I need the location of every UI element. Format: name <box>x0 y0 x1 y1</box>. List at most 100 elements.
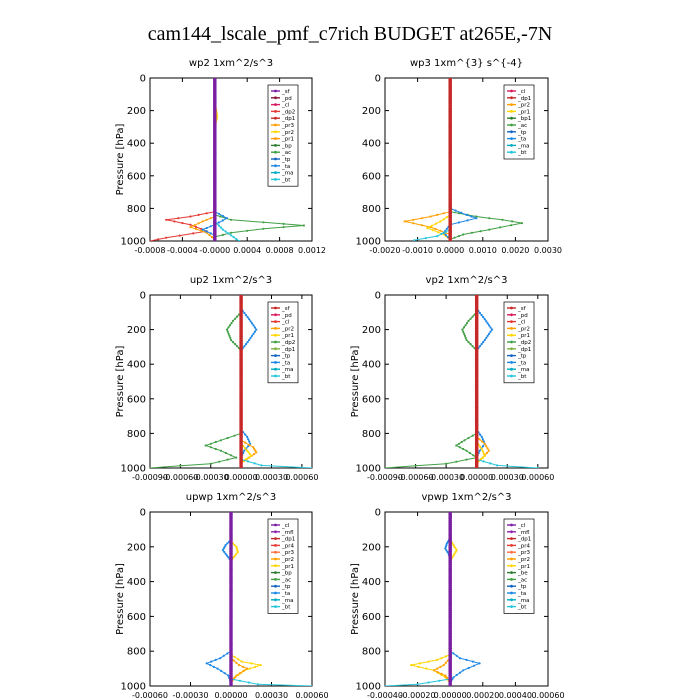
data-point <box>464 324 467 327</box>
data-point <box>229 338 233 342</box>
legend-label: _pr4 <box>517 543 531 549</box>
data-point <box>489 462 492 465</box>
data-point <box>460 211 463 214</box>
data-point <box>457 212 460 215</box>
data-point <box>246 435 249 438</box>
data-point <box>211 236 214 239</box>
legend-label: _mfl <box>517 530 530 536</box>
data-point <box>282 226 285 229</box>
legend-label: _bt <box>517 374 527 380</box>
legend-marker <box>274 530 277 534</box>
legend-label: _pr1 <box>517 109 530 115</box>
legend-marker <box>274 537 277 540</box>
data-point <box>193 224 196 227</box>
data-point <box>460 440 463 444</box>
legend-label: _ta <box>281 360 290 366</box>
data-point <box>246 449 249 452</box>
data-point <box>501 218 504 221</box>
legend-marker <box>274 544 277 547</box>
data-point <box>204 444 207 447</box>
data-point <box>209 664 212 667</box>
chart-panel-5: vpwp 1xm^2/s^3 Pressure [hPa] 0 200 400 600 80… <box>350 492 565 700</box>
data-point <box>209 225 212 228</box>
data-point <box>445 227 448 230</box>
data-point <box>455 444 458 447</box>
data-point <box>227 556 230 559</box>
data-point <box>253 330 256 333</box>
data-point <box>197 222 200 225</box>
x-tick-label: 0.00030 <box>255 691 288 700</box>
legend-marker <box>274 374 277 378</box>
legend-label: _ta <box>281 591 290 597</box>
x-tick-label: -0.00040 <box>367 691 403 700</box>
data-point <box>214 658 217 662</box>
legend-label: _pr3 <box>517 550 531 556</box>
legend-marker <box>274 523 277 527</box>
legend-marker <box>510 96 513 100</box>
data-point <box>234 343 237 346</box>
data-point <box>233 434 236 437</box>
legend-marker <box>274 564 277 568</box>
data-point <box>474 466 479 468</box>
x-tick-label: -0.00090 <box>132 473 168 482</box>
legend-label: _tp <box>517 584 527 590</box>
data-point <box>478 345 481 348</box>
data-point <box>445 544 448 547</box>
data-point <box>463 439 466 442</box>
data-point <box>445 542 448 545</box>
data-point <box>464 336 467 339</box>
data-point <box>194 225 197 228</box>
data-point <box>444 661 447 664</box>
legend-marker <box>274 89 277 93</box>
legend-marker <box>510 110 513 113</box>
data-point <box>233 544 236 547</box>
y-tick-label: 1000 <box>121 464 146 475</box>
data-point <box>238 672 242 675</box>
data-point <box>429 215 432 218</box>
x-tick-label: 0.0004 <box>233 246 261 255</box>
data-point <box>466 219 469 222</box>
x-tick-label: 0.0000 <box>436 246 464 255</box>
data-point <box>248 440 251 443</box>
data-point <box>178 234 181 237</box>
legend-marker <box>510 130 513 134</box>
data-point <box>243 345 246 348</box>
data-point <box>414 464 417 467</box>
data-point <box>471 660 475 663</box>
x-tick-label: 0.00000 <box>434 691 467 700</box>
legend-marker <box>510 571 513 574</box>
legend-marker <box>510 340 513 344</box>
legend-label: _tp <box>281 157 291 163</box>
legend-label: _pr2 <box>281 130 294 136</box>
legend-marker <box>274 157 277 161</box>
data-point <box>439 220 442 223</box>
data-point <box>248 667 251 670</box>
legend-label: _bt <box>517 150 527 156</box>
series-group <box>385 512 482 686</box>
legend: _cl_dp1_pr2_pr1_bp1_ac_tp_ta_ma_bt <box>503 84 535 160</box>
x-tick-label: -0.0000 <box>199 246 230 255</box>
data-point <box>413 239 416 241</box>
y-tick-label: 200 <box>362 325 381 336</box>
y-tick-label: 400 <box>127 360 146 371</box>
panel-title: up2 1xm^2/s^3 <box>190 275 272 286</box>
data-point <box>427 660 430 663</box>
data-point <box>221 549 224 552</box>
y-tick-label: 1000 <box>356 682 381 693</box>
chart-panel-1: wp3 1xm^{3} s^{-4}02004006008001000-0.00… <box>356 58 562 255</box>
data-point <box>226 330 229 333</box>
data-point <box>226 542 229 545</box>
legend-label: _pr2 <box>281 557 294 563</box>
data-point <box>465 322 469 325</box>
data-point <box>247 456 250 459</box>
data-point <box>235 238 238 241</box>
y-axis-label: Pressure [hPa] <box>350 346 361 418</box>
data-point <box>479 433 482 436</box>
legend-label: _sf <box>281 306 291 312</box>
y-tick-label: 1000 <box>121 682 146 693</box>
data-point <box>242 665 245 669</box>
legend-marker <box>274 327 277 330</box>
data-point <box>465 449 468 452</box>
y-tick-label: 0 <box>375 291 381 302</box>
data-point <box>233 676 236 679</box>
